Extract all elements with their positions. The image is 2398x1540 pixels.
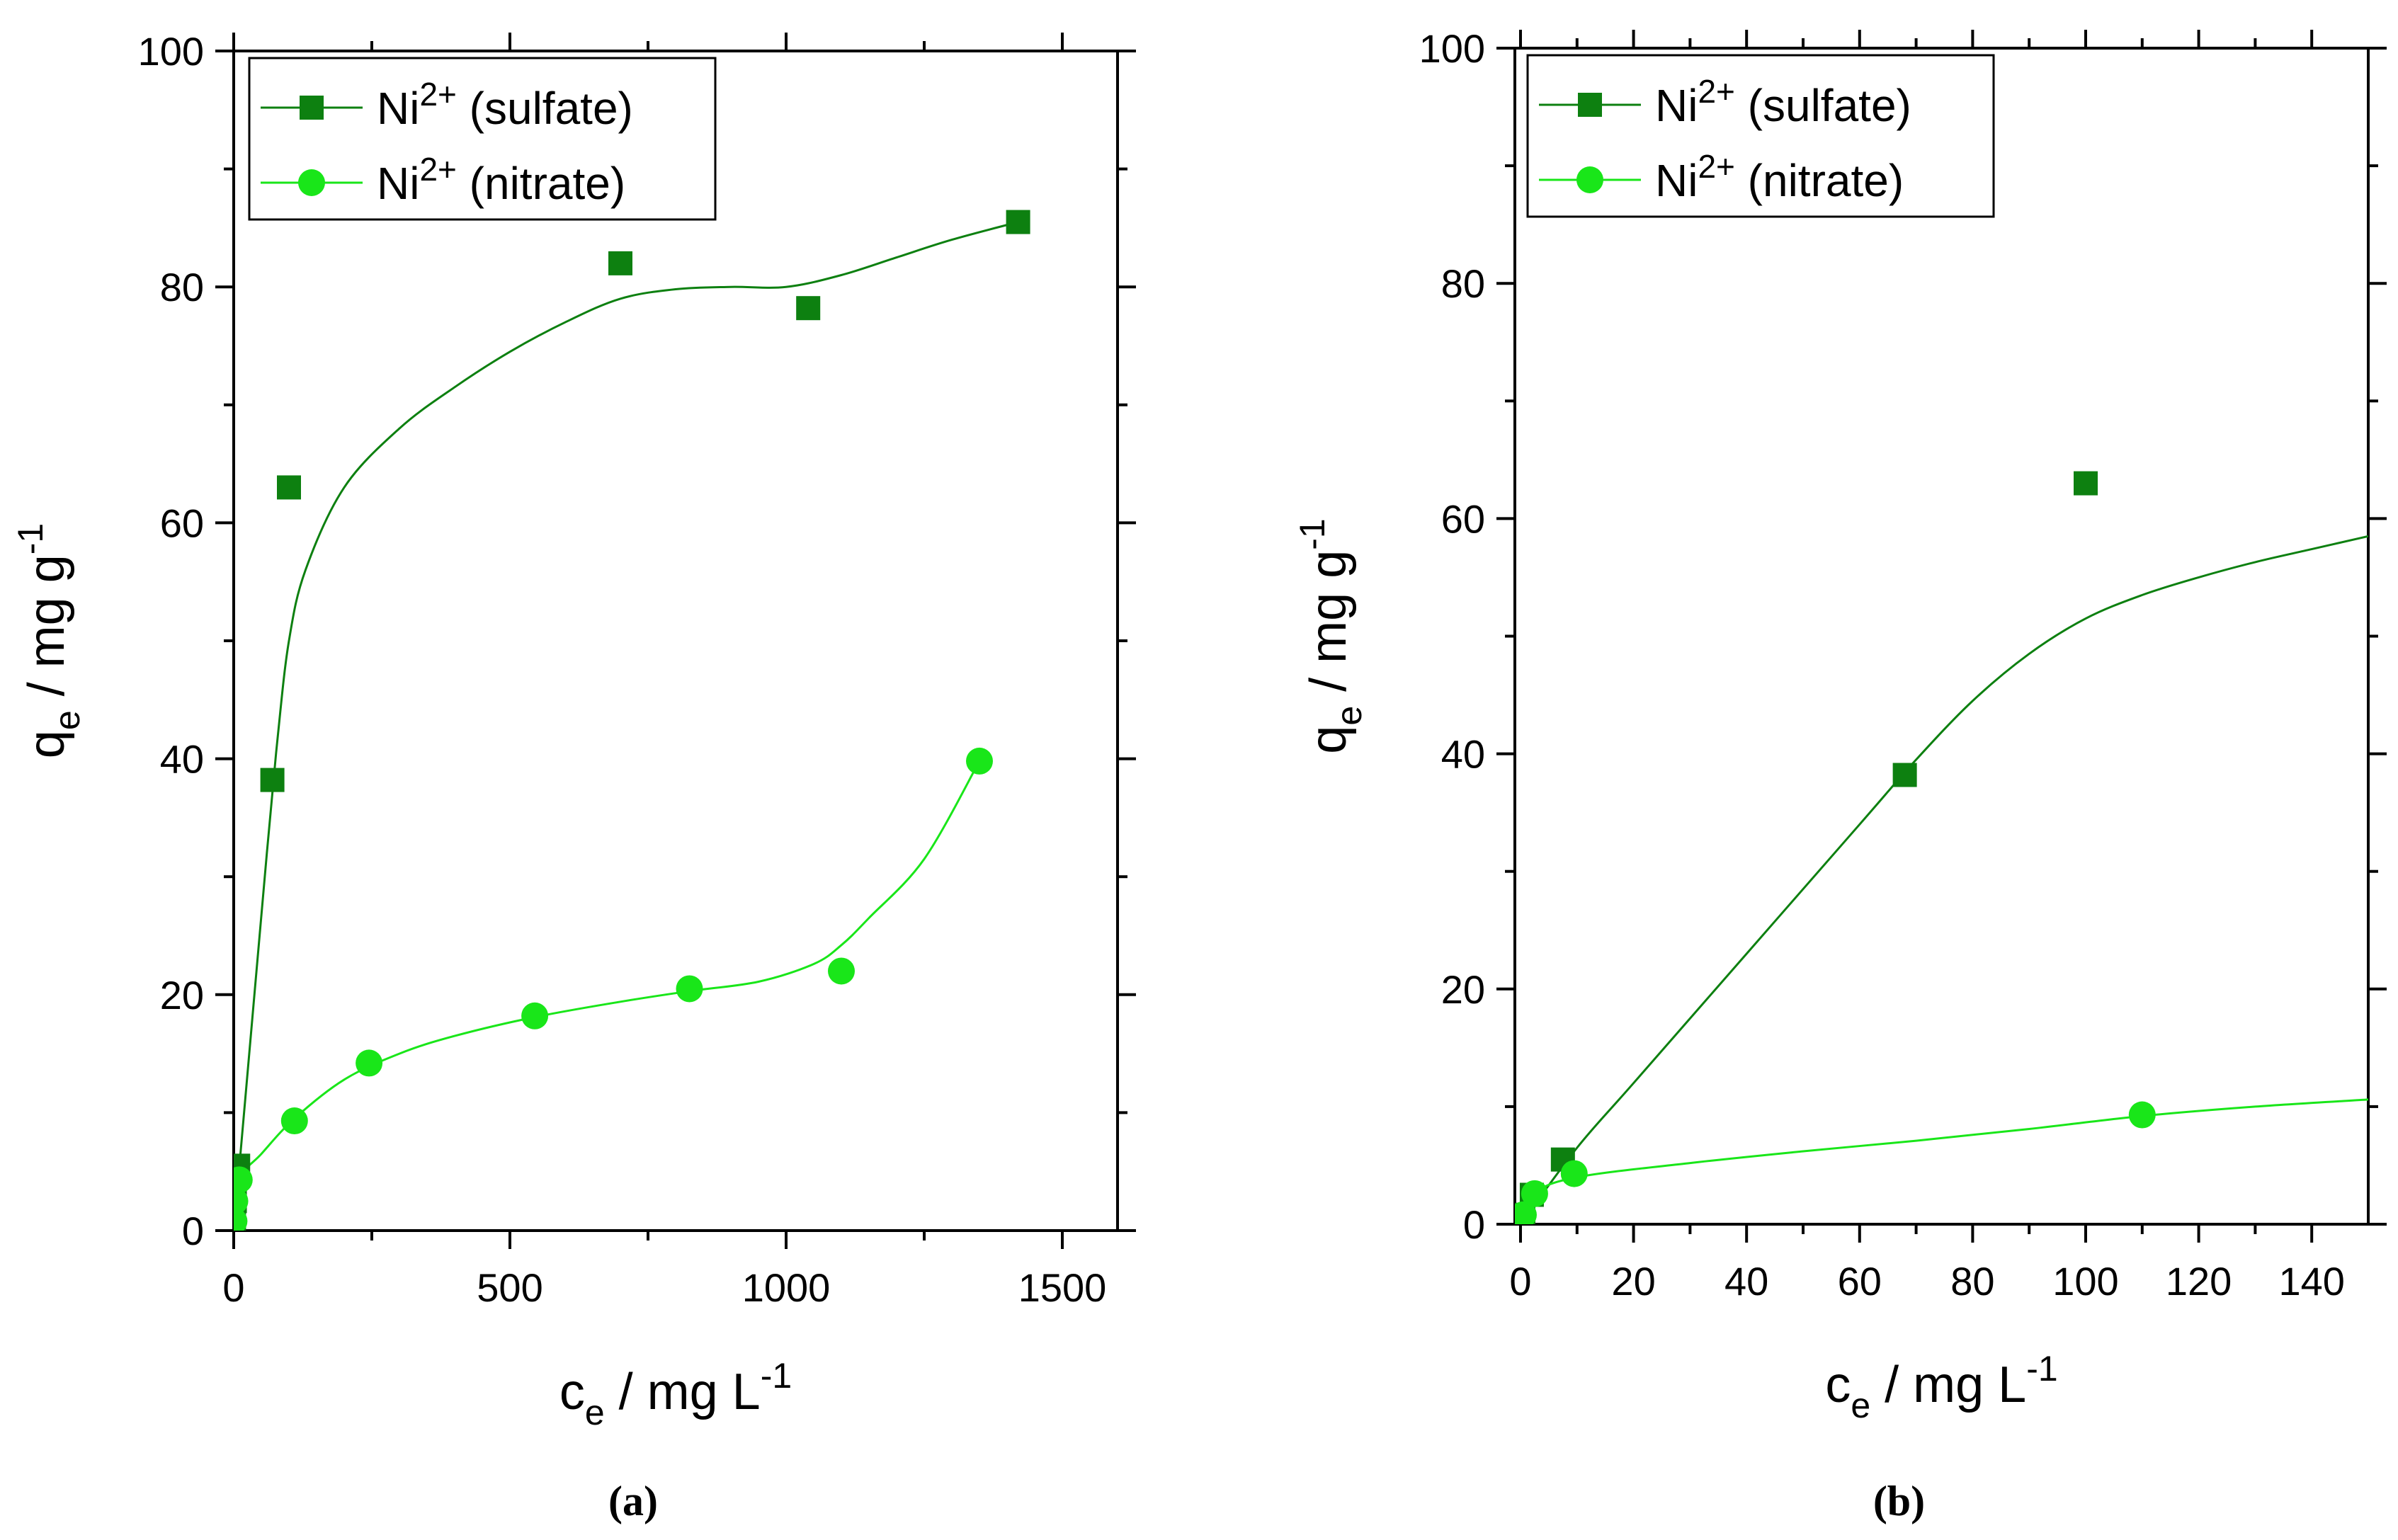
y-axis-title-main: q bbox=[18, 730, 75, 758]
y-tick-label: 0 bbox=[1463, 1202, 1485, 1247]
data-point-nitrate bbox=[234, 1166, 253, 1194]
legend-marker-sulfate bbox=[1578, 93, 1602, 117]
legend-box bbox=[1526, 54, 1995, 218]
legend-label: Ni2+ (nitrate) bbox=[1655, 148, 1904, 206]
x-tick-label: 0 bbox=[1509, 1259, 1531, 1304]
legend-label-base: Ni bbox=[1655, 80, 1698, 131]
fit-curve-sulfate bbox=[234, 221, 1018, 1231]
legend-label-rest: (nitrate) bbox=[1735, 155, 1904, 206]
data-point-sulfate bbox=[1006, 210, 1030, 234]
x-tick-label: 1500 bbox=[1018, 1265, 1107, 1310]
legend-label: Ni2+ (sulfate) bbox=[377, 76, 633, 134]
legend: Ni2+ (sulfate)Ni2+ (nitrate) bbox=[248, 57, 717, 221]
y-tick-label: 20 bbox=[1441, 967, 1485, 1012]
legend-label-sup: 2+ bbox=[419, 151, 456, 188]
data-point-nitrate bbox=[1521, 1180, 1548, 1207]
data-point-nitrate bbox=[676, 975, 703, 1003]
legend-label-rest: (sulfate) bbox=[1735, 80, 1911, 131]
y-tick-label: 0 bbox=[182, 1209, 204, 1253]
y-tick-label: 100 bbox=[138, 29, 204, 74]
data-point-nitrate bbox=[828, 957, 855, 985]
x-axis-title-sub: e bbox=[1851, 1386, 1870, 1425]
x-axis-title-rest: / mg L bbox=[605, 1364, 761, 1420]
data-point-nitrate bbox=[234, 1187, 249, 1215]
x-tick-label: 60 bbox=[1838, 1259, 1882, 1304]
x-axis-title-sub: e bbox=[585, 1393, 605, 1432]
y-tick-label: 80 bbox=[1441, 261, 1485, 306]
y-axis-title-rest: / mg g bbox=[1300, 550, 1357, 706]
y-axis-title: qe / mg g-1 bbox=[1292, 518, 1369, 753]
y-axis-title-sup: -1 bbox=[11, 523, 50, 554]
y-tick-label: 60 bbox=[160, 501, 204, 545]
data-point-nitrate bbox=[356, 1049, 383, 1077]
fit-curve-nitrate bbox=[1519, 1098, 2368, 1224]
plot-area bbox=[1515, 471, 2368, 1224]
data-point-sulfate bbox=[260, 768, 285, 792]
x-axis-title-main: c bbox=[1825, 1357, 1851, 1413]
legend-marker-nitrate bbox=[298, 169, 325, 196]
data-point-nitrate bbox=[280, 1107, 308, 1135]
x-tick-label: 120 bbox=[2166, 1259, 2232, 1304]
x-axis-title-sup: -1 bbox=[2026, 1349, 2057, 1388]
y-tick-label: 20 bbox=[160, 973, 204, 1017]
y-axis-title-sub: e bbox=[1329, 706, 1369, 726]
data-point-sulfate bbox=[796, 296, 821, 321]
data-point-nitrate bbox=[521, 1002, 549, 1029]
legend-label-base: Ni bbox=[377, 158, 419, 209]
x-axis-title-rest: / mg L bbox=[1870, 1357, 2026, 1413]
x-tick-label: 500 bbox=[477, 1265, 542, 1310]
x-tick-label: 20 bbox=[1611, 1259, 1655, 1304]
x-axis-title-main: c bbox=[559, 1364, 585, 1420]
legend-label-base: Ni bbox=[377, 83, 419, 134]
x-axis-title-sup: -1 bbox=[761, 1356, 792, 1396]
legend-marker-sulfate bbox=[300, 96, 324, 120]
plot-frame bbox=[1513, 47, 2370, 1226]
fit-curve-sulfate bbox=[1519, 535, 2368, 1224]
x-axis-title: ce / mg L-1 bbox=[1825, 1349, 2057, 1425]
panel-label: (a) bbox=[608, 1478, 658, 1524]
legend: Ni2+ (sulfate)Ni2+ (nitrate) bbox=[1526, 54, 1995, 218]
y-tick-label: 40 bbox=[160, 737, 204, 782]
y-axis-title-main: q bbox=[1300, 726, 1357, 754]
legend-label: Ni2+ (sulfate) bbox=[1655, 73, 1911, 131]
y-axis-title-sup: -1 bbox=[1292, 518, 1332, 549]
legend-label-base: Ni bbox=[1655, 155, 1698, 206]
data-point-sulfate bbox=[1892, 763, 1917, 787]
legend-label-sup: 2+ bbox=[419, 76, 456, 113]
data-point-sulfate bbox=[2073, 471, 2098, 496]
fit-curve-nitrate bbox=[234, 760, 981, 1231]
x-tick-label: 0 bbox=[222, 1265, 244, 1310]
data-point-nitrate bbox=[1515, 1201, 1537, 1224]
plot-area bbox=[234, 210, 1030, 1231]
data-point-nitrate bbox=[2128, 1101, 2156, 1129]
legend-label-sup: 2+ bbox=[1698, 73, 1734, 110]
y-axis-title-rest: / mg g bbox=[18, 554, 75, 710]
panel-label: (b) bbox=[1873, 1478, 1925, 1524]
x-tick-label: 80 bbox=[1950, 1259, 1994, 1304]
legend-label: Ni2+ (nitrate) bbox=[377, 151, 625, 209]
y-axis-title: qe / mg g-1 bbox=[11, 523, 87, 758]
legend-marker-nitrate bbox=[1576, 166, 1603, 193]
data-point-nitrate bbox=[966, 747, 993, 775]
y-tick-label: 100 bbox=[1419, 26, 1485, 71]
x-tick-label: 1000 bbox=[742, 1265, 831, 1310]
y-axis-title-sub: e bbox=[47, 710, 87, 730]
y-tick-label: 40 bbox=[1441, 732, 1485, 777]
y-tick-label: 80 bbox=[160, 265, 204, 309]
legend-label-sup: 2+ bbox=[1698, 148, 1734, 185]
legend-label-rest: (sulfate) bbox=[457, 83, 633, 134]
x-tick-label: 140 bbox=[2278, 1259, 2344, 1304]
x-axis-title: ce / mg L-1 bbox=[559, 1356, 792, 1432]
legend-label-rest: (nitrate) bbox=[457, 158, 625, 209]
data-point-sulfate bbox=[608, 251, 632, 275]
x-tick-label: 40 bbox=[1724, 1259, 1768, 1304]
y-tick-label: 60 bbox=[1441, 496, 1485, 541]
legend-box bbox=[248, 57, 717, 221]
x-tick-label: 100 bbox=[2052, 1259, 2118, 1304]
data-point-sulfate bbox=[277, 475, 301, 500]
data-point-nitrate bbox=[1560, 1160, 1588, 1187]
